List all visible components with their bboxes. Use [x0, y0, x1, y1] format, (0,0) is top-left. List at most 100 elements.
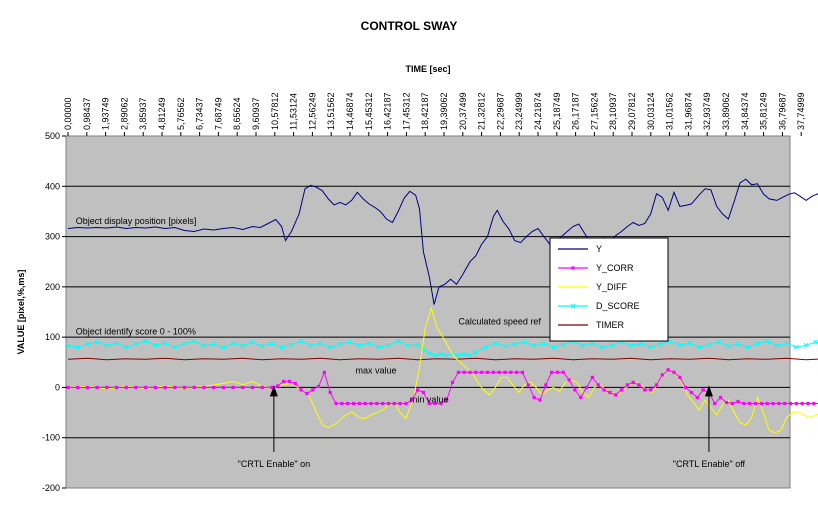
data-point — [584, 385, 589, 390]
data-point — [375, 401, 379, 406]
data-point — [800, 401, 804, 406]
data-point — [327, 344, 333, 350]
data-point — [346, 401, 350, 406]
x-tick-label: 30,03124 — [646, 92, 656, 130]
data-point — [381, 401, 385, 406]
data-point — [483, 344, 488, 350]
annotation-label: Object display position [pixels] — [76, 216, 197, 226]
y-tick-label: 500 — [45, 131, 60, 141]
data-point — [392, 401, 396, 406]
series-line — [67, 306, 818, 434]
data-point — [541, 341, 547, 347]
x-tick-label: 6,73437 — [195, 97, 205, 130]
x-tick-label: 18,42187 — [420, 92, 430, 130]
data-point — [713, 401, 717, 406]
data-point — [75, 344, 81, 350]
arrow-head — [269, 385, 278, 397]
data-point — [298, 338, 304, 344]
data-point — [544, 383, 548, 387]
x-tick-label: 24,21874 — [533, 92, 543, 130]
series-d-score — [65, 338, 818, 359]
data-point — [480, 370, 484, 374]
data-point — [445, 398, 449, 402]
arrow-label: "CRTL Enable" on — [238, 459, 310, 469]
y-tick-label: -100 — [42, 433, 60, 443]
data-point — [567, 378, 571, 382]
data-point — [718, 395, 723, 400]
data-point — [764, 338, 770, 344]
x-tick-label: 1,93749 — [101, 97, 111, 130]
data-point — [230, 340, 236, 346]
series-line — [67, 357, 818, 361]
data-point — [590, 340, 595, 346]
data-point — [334, 401, 338, 406]
annotation-label: Object identify score 0 - 100% — [76, 327, 196, 337]
data-point — [433, 401, 437, 406]
y-tick-label: 400 — [45, 181, 60, 191]
data-point — [398, 401, 402, 406]
x-tick-label: 7,68749 — [213, 97, 223, 130]
data-point — [299, 388, 303, 392]
data-point — [287, 379, 292, 383]
data-point — [467, 353, 473, 359]
annotation-label: min value — [410, 395, 449, 405]
series-line — [67, 178, 818, 305]
data-point — [531, 343, 537, 349]
data-point — [405, 343, 411, 349]
data-point — [439, 401, 443, 406]
data-point — [153, 342, 158, 348]
annotation-label: Calculated speed ref — [458, 317, 541, 327]
legend-box — [549, 237, 669, 342]
x-tick-label: 10,57812 — [270, 92, 280, 130]
data-point — [456, 352, 461, 358]
data-point — [532, 395, 536, 400]
data-point — [602, 388, 606, 392]
data-point — [689, 390, 694, 395]
data-point — [794, 401, 798, 406]
data-point — [812, 401, 816, 406]
data-point — [503, 370, 507, 374]
data-point — [410, 398, 414, 402]
legend-label: D_SCORE — [596, 301, 640, 311]
data-point — [316, 384, 321, 389]
data-point — [163, 385, 167, 390]
x-tick-layer: 0,00000 0,98437 1,93749 2,89062 3,85937 4,812… — [63, 92, 806, 136]
data-point — [759, 401, 763, 406]
data-point — [269, 341, 275, 347]
x-tick-label: 21,32812 — [477, 92, 487, 130]
data-point — [696, 344, 702, 350]
data-point — [726, 343, 731, 349]
data-point — [172, 344, 178, 350]
x-tick-label: 5,76562 — [176, 97, 186, 130]
data-point — [76, 385, 80, 390]
data-point — [105, 385, 109, 390]
data-point — [687, 340, 692, 346]
data-point — [468, 370, 472, 374]
data-point — [736, 399, 740, 404]
data-point — [104, 343, 110, 349]
x-tick-label: 28,10937 — [608, 92, 618, 130]
data-point — [144, 385, 148, 390]
data-point — [340, 401, 344, 406]
data-point — [742, 401, 746, 406]
x-tick-label: 36,79687 — [777, 92, 787, 130]
data-point — [182, 385, 187, 390]
crtl-enable-arrow: "CRTL Enable" on — [238, 385, 310, 469]
x-tick-label: 15,45312 — [364, 92, 374, 130]
data-point — [357, 401, 361, 406]
x-tick-label: 0,00000 — [63, 97, 73, 130]
x-tick-label: 29,07812 — [627, 92, 637, 130]
crtl-enable-arrow: "CRTL Enable" off — [673, 385, 746, 469]
data-point — [114, 340, 119, 346]
y-tick-label: 200 — [45, 282, 60, 292]
legend-item: Y_CORR — [558, 263, 634, 273]
data-point — [684, 385, 688, 390]
x-tick-label: 12,56249 — [307, 92, 317, 130]
data-point — [793, 344, 799, 350]
data-point — [461, 351, 467, 357]
data-point — [550, 370, 554, 374]
legend-label: TIMER — [596, 320, 624, 330]
data-point — [250, 385, 255, 390]
data-point — [596, 383, 600, 387]
